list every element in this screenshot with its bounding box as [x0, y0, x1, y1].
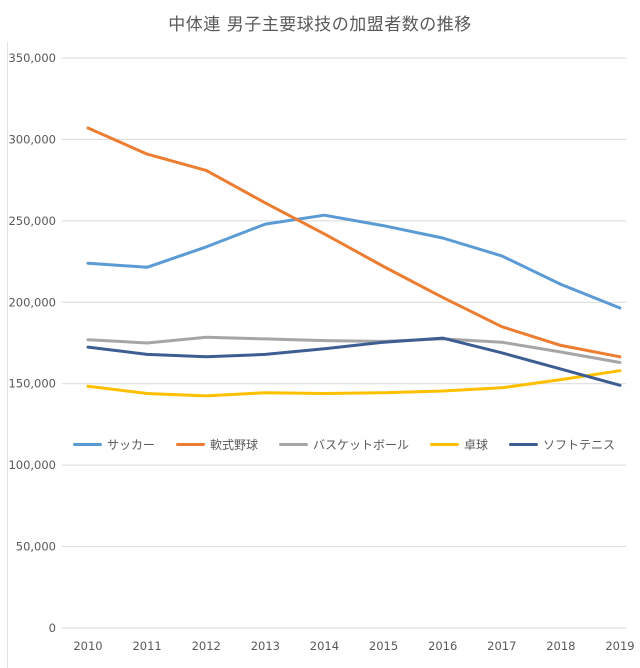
x-axis-tick-label: 2013: [251, 639, 280, 653]
legend-line-swatch-baseball: [175, 443, 205, 446]
series-line-soft-tennis: [86, 336, 622, 387]
legend-item-table-tennis: 卓球: [430, 436, 488, 453]
legend-line-swatch-soccer: [72, 443, 102, 446]
y-axis-tick-label: 300,000: [8, 132, 56, 146]
legend-label-soccer: サッカー: [106, 438, 155, 452]
y-axis-labels-group: 0 50,000 100,000 150,000 200,000 250,000 300,0…: [8, 51, 56, 635]
y-axis-tick-label: 200,000: [8, 295, 56, 309]
x-axis-tick-label: 2018: [546, 639, 575, 653]
legend-label-basketball: バスケットボール: [312, 438, 409, 452]
y-axis-tick-label: 350,000: [8, 51, 56, 65]
legend-item-basketball: バスケットボール: [278, 436, 409, 453]
y-axis-tick-label: 0: [49, 621, 56, 635]
series-line-soccer: [86, 213, 622, 310]
x-axis-tick-label: 2019: [605, 639, 634, 653]
x-axis-tick-label: 2017: [487, 639, 516, 653]
legend-label-baseball: 軟式野球: [209, 438, 258, 452]
y-axis-tick-label: 150,000: [8, 377, 56, 391]
chart-frame-left-border: [7, 42, 8, 668]
y-axis-tick-label: 50,000: [16, 540, 56, 554]
series-line-baseball: [86, 126, 622, 359]
x-axis-tick-label: 2014: [310, 639, 339, 653]
legend-item-baseball: 軟式野球: [175, 436, 258, 453]
legend-label-table-tennis: 卓球: [464, 438, 489, 452]
gridlines-group: [62, 57, 626, 629]
legend-label-soft-tennis: ソフトテニス: [543, 438, 616, 452]
series-lines-group: [86, 126, 622, 398]
x-axis-tick-label: 2016: [428, 639, 457, 653]
y-axis-tick-label: 250,000: [8, 214, 56, 228]
legend-item-soccer: サッカー: [72, 436, 155, 453]
legend-line-swatch-soft-tennis: [509, 443, 539, 446]
chart-title: 中体連 男子主要球技の加盟者数の推移: [168, 15, 472, 35]
legend-line-swatch-basketball: [278, 443, 308, 446]
series-line-basketball: [86, 335, 622, 364]
chart-legend: サッカー 軟式野球 バスケットボール 卓球 ソフトテニス: [62, 436, 626, 453]
legend-line-swatch-table-tennis: [430, 443, 459, 446]
x-axis-labels-group: 2010 2011 2012 2013 2014 2015 2016 2017 2018 2019: [73, 639, 634, 653]
x-axis-tick-label: 2015: [369, 639, 398, 653]
y-axis-tick-label: 100,000: [8, 458, 56, 472]
legend-item-soft-tennis: ソフトテニス: [509, 436, 615, 453]
x-axis-tick-label: 2012: [192, 639, 221, 653]
x-axis-tick-label: 2010: [73, 639, 102, 653]
x-axis-tick-label: 2011: [132, 639, 161, 653]
series-line-table-tennis: [86, 369, 622, 398]
